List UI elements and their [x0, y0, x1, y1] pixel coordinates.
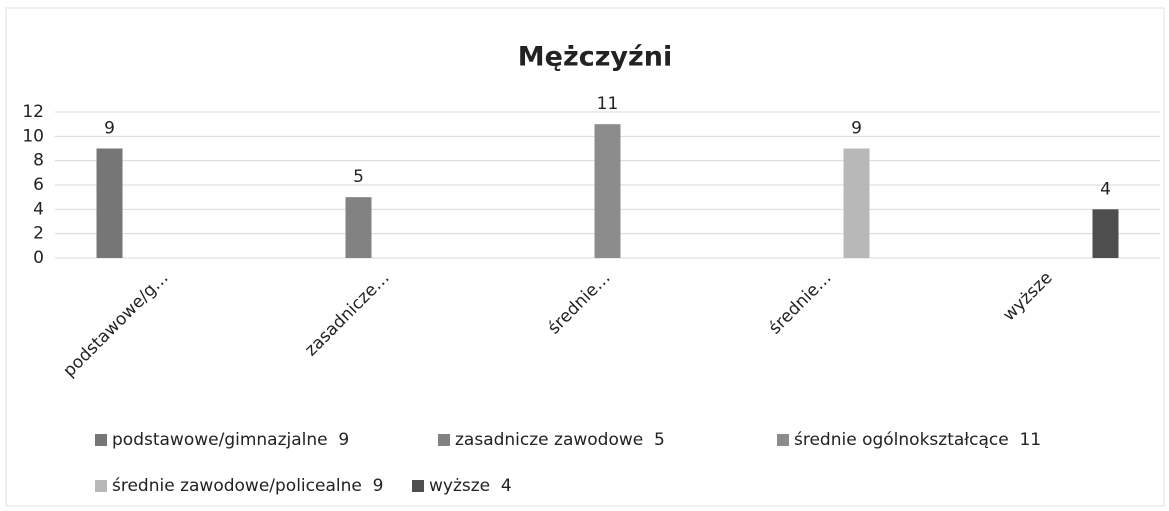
chart-title: Mężczyźni: [518, 42, 672, 73]
x-tick-label: podstawowe/g…: [59, 268, 172, 381]
bar: [843, 148, 870, 258]
y-tick-label: 4: [33, 199, 44, 219]
data-label: 5: [353, 167, 364, 187]
x-tick-label: średnie…: [544, 268, 614, 338]
y-tick-label: 10: [22, 126, 44, 146]
y-tick-label: 6: [33, 175, 44, 195]
legend-label: średnie zawodowe/policealne 9: [112, 476, 383, 496]
y-tick-label: 2: [33, 224, 44, 244]
x-tick-label: zasadnicze…: [301, 268, 393, 360]
bar: [345, 197, 372, 258]
bar: [594, 124, 621, 259]
y-tick-label: 0: [33, 248, 44, 268]
bar: [1092, 209, 1119, 258]
legend-swatch: [95, 480, 107, 492]
legend-swatch: [438, 434, 450, 446]
legend-label: podstawowe/gimnazjalne 9: [112, 430, 349, 450]
legend-label: zasadnicze zawodowe 5: [455, 430, 665, 450]
data-label: 9: [104, 119, 115, 139]
chart-border: [5, 7, 1165, 507]
legend-label: średnie ogólnokształcące 11: [794, 430, 1041, 450]
legend-swatch: [412, 480, 424, 492]
legend-swatch: [777, 434, 789, 446]
y-tick-label: 8: [33, 151, 44, 171]
data-label: 9: [851, 119, 862, 139]
y-tick-label: 12: [22, 102, 44, 122]
data-label: 11: [597, 94, 619, 114]
data-label: 4: [1100, 179, 1111, 199]
x-tick-label: wyższe: [999, 268, 1056, 325]
legend-label: wyższe 4: [429, 476, 512, 496]
legend-swatch: [95, 434, 107, 446]
x-tick-label: średnie…: [765, 268, 835, 338]
bar: [96, 148, 123, 258]
